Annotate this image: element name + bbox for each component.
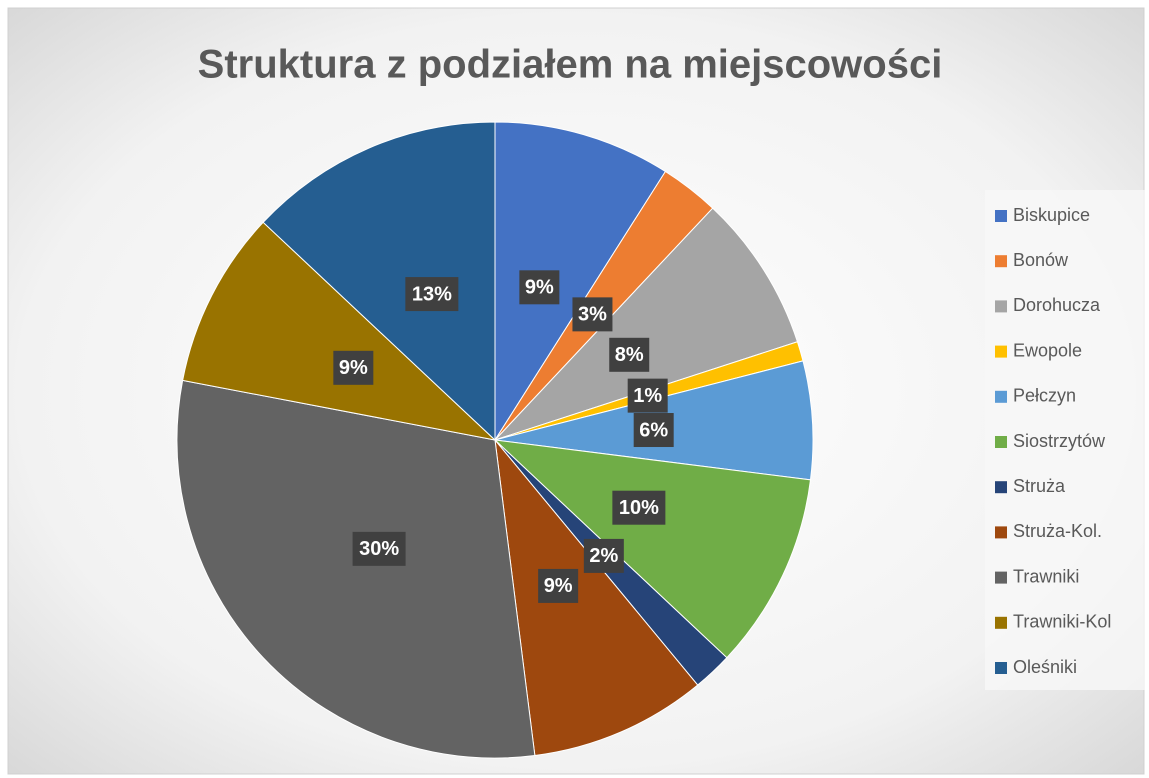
legend-swatch [995, 616, 1007, 629]
pie-slice [494, 207, 799, 441]
data-label-box [572, 297, 613, 332]
chart-title: Struktura z podziałem na miejscowości [198, 43, 943, 87]
data-label: 9% [544, 575, 573, 597]
legend-swatch [995, 390, 1007, 403]
data-label-box [583, 538, 624, 573]
legend-swatch [995, 210, 1007, 222]
pie-slice [262, 121, 496, 442]
legend-swatch [995, 662, 1007, 674]
data-label-box [333, 350, 374, 385]
legend-swatch [995, 345, 1007, 358]
data-label-box [633, 413, 674, 448]
data-label-box [609, 337, 650, 372]
data-label-box [627, 378, 668, 413]
legend-label: Struża-Kol. [1013, 521, 1102, 541]
legend-label: Bonów [1013, 250, 1069, 270]
pie-slice [494, 438, 699, 757]
legend-label: Pełczyn [1013, 386, 1076, 406]
data-label-box [405, 277, 459, 312]
data-label: 6% [639, 419, 668, 441]
legend-swatch [995, 436, 1007, 448]
legend-swatch [995, 481, 1007, 494]
pie-slice [494, 121, 667, 442]
legend-label: Trawniki [1013, 566, 1079, 586]
legend-label: Oleśniki [1013, 657, 1077, 677]
pie-slice [493, 439, 812, 659]
data-label: 1% [633, 385, 662, 407]
data-label: 10% [619, 497, 659, 519]
data-label: 9% [525, 277, 554, 299]
data-label-box [612, 490, 666, 525]
legend-label: Dorohucza [1013, 295, 1101, 315]
data-label: 13% [412, 283, 452, 305]
legend-label: Siostrzytów [1013, 431, 1106, 451]
legend-label: Struża [1013, 476, 1066, 496]
legend-swatch [995, 571, 1007, 584]
legend-box [985, 190, 1145, 690]
data-label-box [538, 568, 579, 603]
pie-slice [176, 379, 536, 759]
legend-label: Biskupice [1013, 205, 1090, 225]
data-label: 8% [615, 344, 644, 366]
legend-swatch [995, 255, 1007, 268]
legend-swatch [995, 300, 1007, 313]
legend-label: Ewopole [1013, 340, 1082, 360]
data-label-box [352, 531, 406, 566]
data-label-box [519, 270, 560, 305]
pie-slice [182, 221, 497, 441]
data-label: 30% [359, 538, 399, 560]
data-label: 2% [589, 545, 618, 567]
data-label: 3% [578, 304, 607, 326]
legend-label: Trawniki-Kol [1013, 612, 1111, 632]
data-label: 9% [339, 357, 368, 379]
legend-swatch [995, 526, 1007, 539]
